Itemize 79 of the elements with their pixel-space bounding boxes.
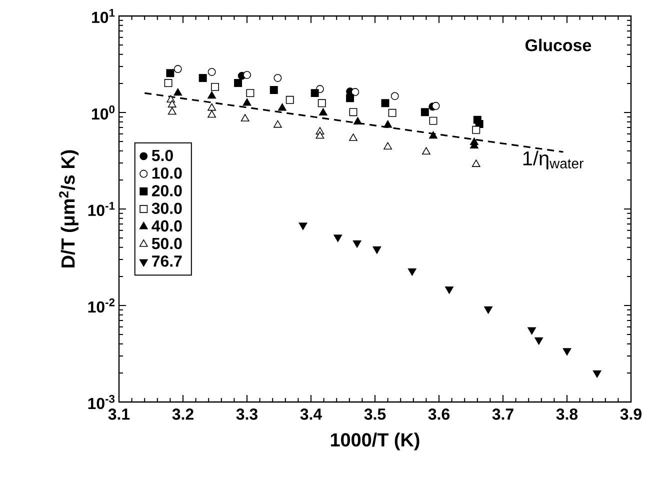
point xyxy=(534,337,544,345)
point xyxy=(351,88,360,96)
point xyxy=(168,107,176,115)
x-tick-label: 3.6 xyxy=(428,408,450,420)
point xyxy=(420,108,429,116)
point xyxy=(168,100,176,108)
y-tick-label: 10$^{1}$ xyxy=(92,8,115,24)
point xyxy=(211,82,219,91)
point xyxy=(390,92,399,100)
point xyxy=(246,89,254,98)
point xyxy=(208,103,216,111)
point xyxy=(388,108,396,117)
point xyxy=(472,126,480,134)
x-tick-label: 3.3 xyxy=(236,408,258,420)
point xyxy=(166,69,174,78)
point xyxy=(528,327,536,335)
y-tick-label: 10$^{-1}$ xyxy=(88,202,115,216)
legend-label: 76.7 xyxy=(152,256,182,267)
point xyxy=(562,348,572,356)
point xyxy=(274,120,282,128)
x-tick-label: 3.4 xyxy=(300,408,322,420)
point xyxy=(318,99,326,108)
point xyxy=(208,110,216,118)
x-tick-label: 3.7 xyxy=(492,408,514,420)
legend-label: 30.0 xyxy=(152,202,182,214)
point xyxy=(174,88,182,96)
y-tick-label: 10$^{-3}$ xyxy=(88,394,115,410)
x-tick-label: 3.2 xyxy=(172,408,194,420)
point xyxy=(354,117,362,124)
point xyxy=(592,370,602,378)
point xyxy=(422,147,430,155)
x-axis-title: 1000/T (K) xyxy=(330,432,420,450)
x-tick-label: 3.9 xyxy=(620,408,642,420)
legend-label: 10.0 xyxy=(152,167,182,179)
point xyxy=(445,286,454,294)
point xyxy=(318,108,328,116)
legend-label: 5.0 xyxy=(152,150,173,162)
point xyxy=(432,102,440,110)
point xyxy=(372,246,382,254)
y-tick-label: 10$^{0}$ xyxy=(92,105,115,120)
annotation: 1/η$_{water}$ xyxy=(523,150,584,170)
x-tick-label: 3.5 xyxy=(364,408,386,420)
point xyxy=(286,96,294,104)
point xyxy=(352,240,362,248)
point xyxy=(381,99,390,108)
point xyxy=(384,142,392,150)
point xyxy=(334,234,342,242)
legend-label: 40.0 xyxy=(152,220,182,232)
point xyxy=(484,306,492,314)
point xyxy=(198,74,207,82)
point xyxy=(298,222,308,230)
point xyxy=(346,94,354,102)
point xyxy=(408,268,416,276)
point xyxy=(208,68,216,76)
point xyxy=(278,103,286,111)
point xyxy=(208,91,216,99)
legend-label: 20.0 xyxy=(152,185,182,196)
point xyxy=(243,70,251,79)
point xyxy=(316,131,324,139)
x-tick-label: 3.8 xyxy=(556,408,578,420)
point xyxy=(384,120,392,128)
point xyxy=(270,86,278,94)
point xyxy=(234,79,242,88)
point xyxy=(349,134,358,141)
point xyxy=(349,108,358,116)
point xyxy=(164,79,172,88)
y-axis-title: D/T (μm$^{2}$/s K) xyxy=(59,150,78,268)
point xyxy=(310,89,319,98)
legend-label: 50.0 xyxy=(152,238,182,250)
annotation: Glucose xyxy=(525,38,592,52)
point xyxy=(429,131,438,139)
x-tick-label: 3.1 xyxy=(108,408,130,420)
point xyxy=(429,116,438,125)
point xyxy=(240,114,250,122)
point xyxy=(174,65,182,74)
point xyxy=(242,98,252,106)
point xyxy=(472,160,480,167)
point xyxy=(274,74,282,82)
y-tick-label: 10$^{-2}$ xyxy=(88,298,115,313)
